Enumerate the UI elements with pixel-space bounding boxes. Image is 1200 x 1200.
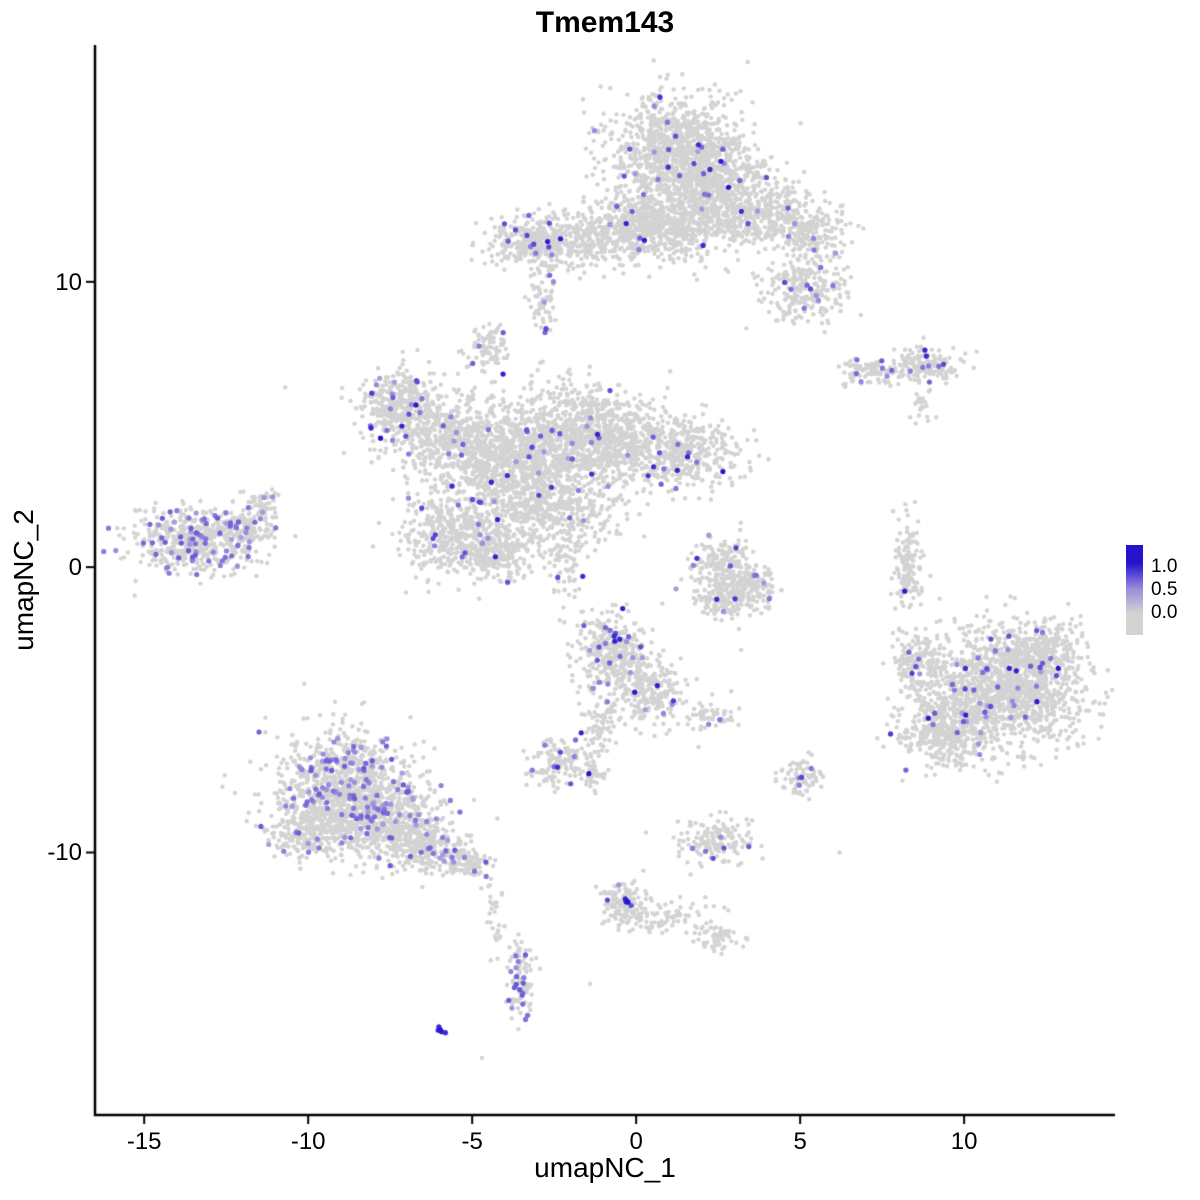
- plot-title: Tmem143: [535, 6, 675, 39]
- y-tick-label: 0: [68, 554, 82, 582]
- x-tick-label: -15: [126, 1128, 162, 1155]
- legend-label-mid: 0.5: [1151, 579, 1178, 600]
- x-axis-label: umapNC_1: [534, 1152, 676, 1183]
- legend-label-low: 0.0: [1151, 602, 1178, 623]
- x-tick-label: 5: [793, 1128, 807, 1155]
- y-tick-label: -10: [47, 839, 82, 867]
- x-tick-label: -10: [290, 1128, 326, 1155]
- x-tick-label: 10: [950, 1128, 978, 1155]
- x-tick-label: -5: [461, 1128, 483, 1155]
- y-tick-label: 10: [55, 268, 82, 296]
- y-axis-label: umapNC_2: [8, 509, 39, 651]
- legend-label-high: 1.0: [1151, 556, 1178, 577]
- x-tick-label: 0: [629, 1128, 643, 1155]
- legend-gradient-bar: [1126, 545, 1143, 635]
